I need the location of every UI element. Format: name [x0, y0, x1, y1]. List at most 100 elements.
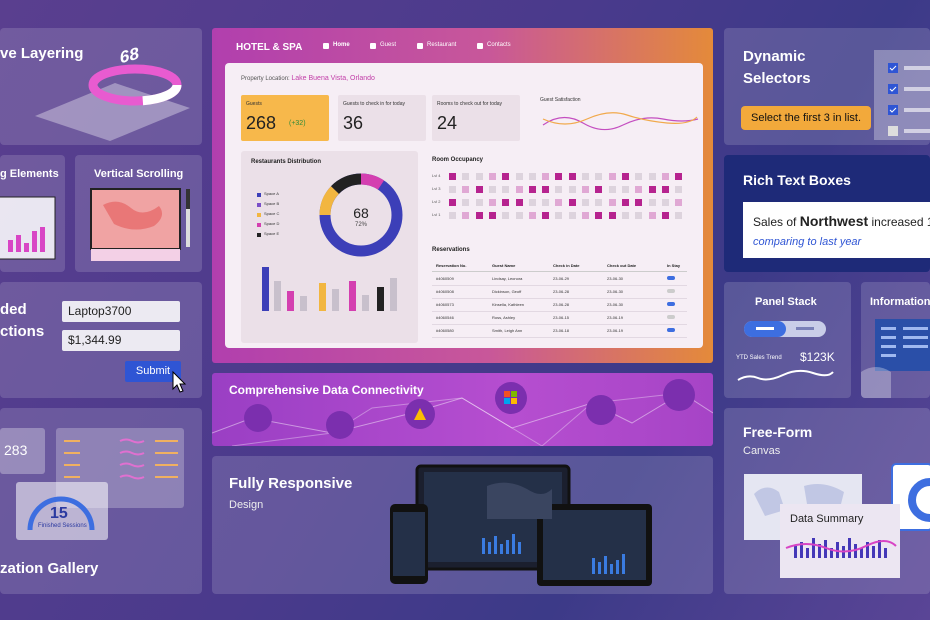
- room-cell: [462, 173, 470, 180]
- checklist: [874, 50, 930, 140]
- table-cell: 23-06-29: [553, 276, 570, 281]
- room-cell: [502, 186, 510, 193]
- room-cell: [475, 199, 483, 206]
- table-cell: Dickinson, Geoff: [492, 289, 522, 294]
- legend-label: Space D: [264, 221, 280, 226]
- room-cell: [502, 212, 510, 219]
- room-cell: [635, 186, 643, 193]
- room-cell: [621, 212, 629, 219]
- legend-swatch: [257, 223, 261, 227]
- room-cell: [449, 173, 456, 180]
- room-cell: [675, 199, 683, 206]
- room-cell: [661, 186, 669, 193]
- room-cell: [475, 212, 483, 219]
- room-cell: [661, 173, 669, 180]
- connectivity-network: [212, 379, 713, 446]
- room-cell: [675, 173, 683, 180]
- table-cell: #4060573: [436, 302, 454, 307]
- room-cell: [502, 173, 510, 180]
- table-cell: 23-06-18: [553, 328, 570, 333]
- table-cell: 23-06-30: [607, 276, 624, 281]
- kpi-label: Rooms to check out for today: [437, 101, 503, 107]
- room-cell: [568, 199, 576, 206]
- nav-item: Home: [333, 42, 350, 48]
- room-cell: [449, 199, 456, 206]
- text-input[interactable]: Laptop3700: [62, 301, 180, 322]
- room-cell: [515, 212, 523, 219]
- table-row: [432, 300, 687, 312]
- tooltip: Select the first 3 in list.: [741, 106, 872, 130]
- room-cell: [555, 186, 563, 193]
- room-cell: [675, 186, 683, 193]
- room-cell: [528, 199, 536, 206]
- legend-swatch: [257, 193, 261, 197]
- rich-text-box[interactable]: Sales of Northwest increased 1 comparing…: [743, 202, 930, 258]
- cursor: [172, 370, 187, 393]
- room-cell: [635, 212, 643, 219]
- legend-label: Space A: [264, 191, 279, 196]
- stay-toggle[interactable]: [667, 315, 675, 319]
- elements-panel: g Elements: [0, 155, 65, 272]
- connectivity-band: Comprehensive Data Connectivity: [212, 373, 713, 446]
- location-label-text: Property Location:: [241, 76, 290, 82]
- dashboard-frame: HOTEL & SPA Home Guest Restaurant Contacts …: [212, 28, 713, 363]
- nav-icon: [370, 43, 376, 49]
- room-cell: [488, 186, 496, 193]
- table-cell: 23-06-15: [553, 315, 570, 320]
- embedded-panel: ded ctions Laptop3700 $1,344.99 Submit: [0, 282, 202, 398]
- room-cell: [502, 199, 510, 206]
- legend-label: Space E: [264, 231, 280, 236]
- panel-subtitle: Design: [229, 499, 264, 511]
- room-cell: [635, 199, 643, 206]
- panel-title: Selectors: [743, 70, 811, 87]
- restaurants-chart: [262, 173, 403, 311]
- room-cell: [595, 173, 603, 180]
- table-cell: #4060508: [436, 289, 454, 294]
- panel-title: Panel Stack: [755, 296, 817, 308]
- table-cell: Lindsay, Leonora: [492, 276, 523, 281]
- gallery-card: [0, 428, 45, 474]
- stay-toggle[interactable]: [667, 302, 675, 306]
- table-header: Check in Date: [553, 263, 580, 268]
- panel-title: Rich Text Boxes: [743, 172, 851, 188]
- scrolling-panel: Vertical Scrolling: [75, 155, 202, 272]
- stay-toggle[interactable]: [667, 328, 675, 332]
- table-cell: #4060546: [436, 315, 454, 320]
- reservations-title: Reservations: [432, 247, 470, 253]
- panel-title: Fully Responsive: [229, 475, 353, 492]
- devices: [390, 464, 652, 586]
- stay-toggle[interactable]: [667, 289, 675, 293]
- room-cell: [621, 173, 629, 180]
- room-cell: [528, 186, 536, 193]
- room-cell: [555, 173, 563, 180]
- panel-title: Comprehensive Data Connectivity: [229, 383, 424, 397]
- level-label: Lvl 4: [432, 173, 441, 178]
- room-cell: [582, 212, 589, 219]
- table-cell: Smith, Leigh Ann: [492, 328, 523, 333]
- room-cell: [675, 212, 683, 219]
- room-cell: [568, 173, 576, 180]
- panel-title: ded: [0, 301, 27, 318]
- nav-icon: [417, 43, 423, 49]
- legend-swatch: [257, 233, 261, 237]
- table-row: [432, 274, 687, 286]
- legend-label: Space C: [264, 211, 280, 216]
- room-cell: [449, 186, 456, 193]
- text-input[interactable]: $1,344.99: [62, 330, 180, 351]
- rich-text-panel: Rich Text Boxes Sales of Northwest incre…: [724, 155, 930, 272]
- panel-subtitle: Canvas: [743, 445, 781, 457]
- restaurants-title: Restaurants Distribution: [251, 159, 322, 165]
- submit-button[interactable]: Submit: [125, 361, 181, 382]
- room-cell: [661, 212, 669, 219]
- table-header-row: [432, 262, 687, 272]
- room-cell: [568, 186, 576, 193]
- kpi-card: Guests to check in for today 36: [338, 95, 426, 141]
- stay-toggle[interactable]: [667, 276, 675, 280]
- panel-title: ve Layering: [0, 45, 84, 62]
- room-cell: [462, 199, 470, 206]
- level-label: Lvl 3: [432, 186, 441, 191]
- room-cell: [528, 173, 536, 180]
- room-cell: [542, 186, 550, 193]
- table-header: Guest Name: [492, 263, 516, 268]
